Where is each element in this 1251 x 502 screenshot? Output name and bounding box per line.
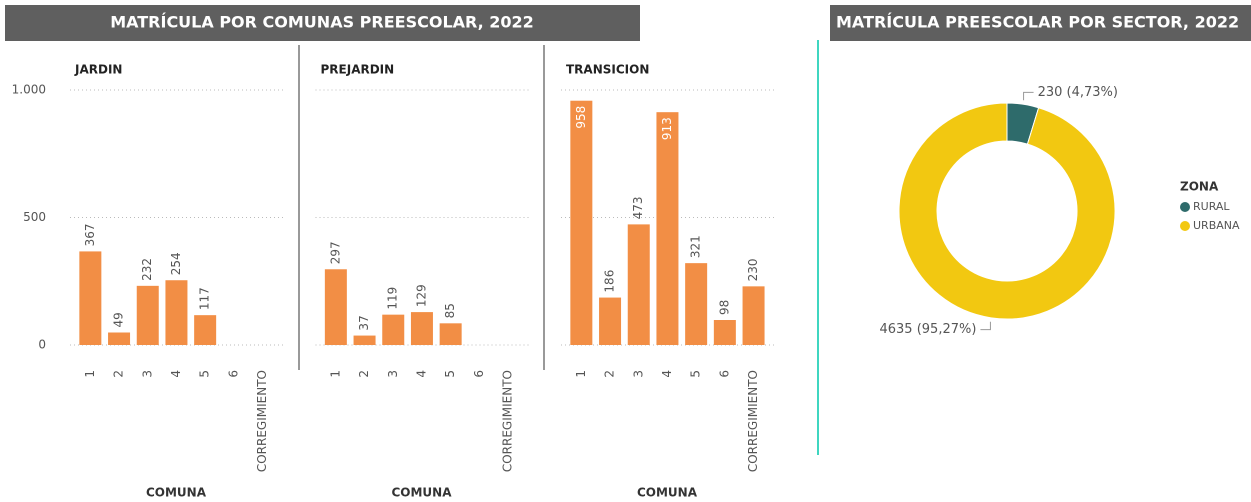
bar [353, 335, 376, 345]
bar [713, 320, 736, 345]
bar [79, 251, 102, 345]
legend-marker [1180, 221, 1190, 231]
bar [324, 269, 347, 345]
data-label: 49 [112, 312, 126, 327]
y-tick-label: 1.000 [12, 83, 46, 97]
panel-title: TRANSICION [566, 63, 649, 77]
x-tick-label: CORREGIMIENTO [746, 370, 760, 472]
data-label: 473 [631, 196, 645, 219]
data-label: 186 [603, 270, 617, 293]
data-label: 297 [328, 241, 342, 264]
legend-marker [1180, 202, 1190, 212]
x-axis-label: COMUNA [146, 486, 207, 500]
leader-line [980, 321, 991, 331]
x-tick-label: 6 [226, 370, 240, 378]
bar [627, 224, 650, 345]
x-tick-label: 5 [198, 370, 212, 378]
x-tick-label: 2 [112, 370, 126, 378]
header-bar [5, 5, 640, 41]
x-tick-label: 2 [357, 370, 371, 378]
x-axis-label: COMUNA [391, 486, 452, 500]
data-label: 230 [746, 258, 760, 281]
x-tick-label: 3 [140, 370, 154, 378]
legend-label: URBANA [1193, 219, 1240, 232]
x-tick-label: 2 [603, 370, 617, 378]
data-label: 117 [198, 287, 212, 310]
panel-title: PREJARDIN [321, 63, 395, 77]
bar [742, 286, 765, 345]
bar [599, 297, 622, 345]
data-label: 232 [140, 258, 154, 281]
legend-title: ZONA [1180, 180, 1219, 194]
x-tick-label: 3 [631, 370, 645, 378]
data-label: 129 [414, 284, 428, 307]
x-tick-label: 1 [328, 370, 342, 378]
x-axis-label: COMUNA [637, 486, 698, 500]
x-tick-label: 4 [414, 370, 428, 378]
data-label: 254 [169, 252, 183, 275]
data-label: 37 [357, 315, 371, 330]
legend-label: RURAL [1193, 200, 1230, 213]
chart-title: MATRÍCULA PREESCOLAR POR SECTOR, 2022 [836, 13, 1239, 32]
bar [194, 315, 217, 345]
data-label: 958 [574, 106, 588, 129]
bar [410, 312, 433, 345]
bar [439, 323, 462, 345]
x-tick-label: 3 [386, 370, 400, 378]
bar [382, 314, 405, 345]
panel-title: JARDIN [74, 63, 122, 77]
data-label: 4635 (95,27%) [879, 322, 976, 337]
data-label: 913 [660, 117, 674, 140]
data-label: 85 [443, 303, 457, 318]
x-tick-label: CORREGIMIENTO [255, 370, 269, 472]
x-tick-label: 5 [689, 370, 703, 378]
x-tick-label: 5 [443, 370, 457, 378]
data-label: 119 [386, 287, 400, 310]
donut-slice [898, 102, 1116, 320]
x-tick-label: CORREGIMIENTO [501, 370, 515, 472]
x-tick-label: 1 [83, 370, 97, 378]
data-label: 98 [717, 300, 731, 315]
chart-title: MATRÍCULA POR COMUNAS PREESCOLAR, 2022 [110, 13, 534, 32]
y-tick-label: 500 [23, 210, 46, 224]
x-tick-label: 6 [717, 370, 731, 378]
header-bar [830, 5, 1251, 41]
x-tick-label: 4 [169, 370, 183, 378]
bar [136, 285, 159, 345]
x-tick-label: 1 [574, 370, 588, 378]
bar [656, 112, 679, 345]
y-tick-label: 0 [38, 338, 46, 352]
bar [165, 280, 188, 345]
x-tick-label: 6 [472, 370, 486, 378]
x-tick-label: 4 [660, 370, 674, 378]
data-label: 230 (4,73%) [1038, 85, 1118, 100]
bar [685, 263, 708, 345]
leader-line [1023, 91, 1034, 101]
data-label: 367 [83, 224, 97, 247]
bar [570, 100, 593, 346]
data-label: 321 [689, 235, 703, 258]
bar [108, 332, 131, 345]
